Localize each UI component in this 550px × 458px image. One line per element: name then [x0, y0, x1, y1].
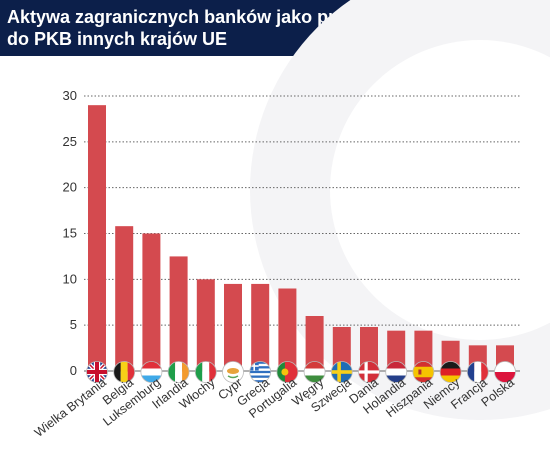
flag-luxembourg-icon	[140, 361, 163, 383]
flag-belgium-icon	[113, 361, 136, 383]
flag-united-kingdom-icon	[86, 361, 108, 383]
x-tick-label: Wielka Brytania	[32, 375, 109, 440]
y-tick-label: 5	[70, 317, 77, 332]
flag-denmark-icon	[358, 361, 380, 383]
watermark-hole	[330, 40, 550, 340]
y-tick-label: 30	[63, 88, 77, 103]
flag-hungary-icon	[303, 361, 326, 383]
flag-ireland-icon	[167, 361, 190, 383]
flag-poland-icon	[494, 361, 516, 383]
bar	[196, 279, 215, 371]
y-tick-label: 20	[63, 180, 77, 195]
bar	[115, 226, 134, 371]
flag-portugal-icon	[276, 361, 299, 383]
flags	[86, 361, 516, 383]
flag-germany-icon	[439, 361, 462, 383]
flag-spain-icon	[412, 361, 435, 383]
bar	[360, 327, 378, 371]
y-tick-label: 15	[63, 226, 77, 241]
bar	[88, 105, 106, 372]
flag-sweden-icon	[330, 361, 353, 383]
bar	[387, 330, 406, 371]
bar	[414, 330, 433, 371]
flag-greece-icon	[249, 361, 272, 383]
flag-italy-icon	[194, 361, 217, 383]
chart-background	[250, 0, 550, 420]
y-tick-label: 10	[63, 271, 77, 286]
bar	[142, 233, 161, 371]
chart-title-line-2: do PKB innych krajów UE	[7, 29, 228, 49]
flag-cyprus-icon	[222, 361, 244, 383]
y-axis: 0 5 10 15 20 25 30	[63, 88, 77, 378]
bar	[169, 256, 188, 371]
bar	[224, 283, 242, 371]
flag-france-icon	[466, 361, 489, 383]
y-tick-label: 25	[63, 134, 77, 149]
bar	[332, 327, 351, 371]
bar	[305, 316, 324, 371]
flag-netherlands-icon	[385, 361, 408, 383]
bar	[278, 288, 297, 371]
y-tick-label: 0	[70, 363, 77, 378]
bar	[251, 283, 270, 371]
